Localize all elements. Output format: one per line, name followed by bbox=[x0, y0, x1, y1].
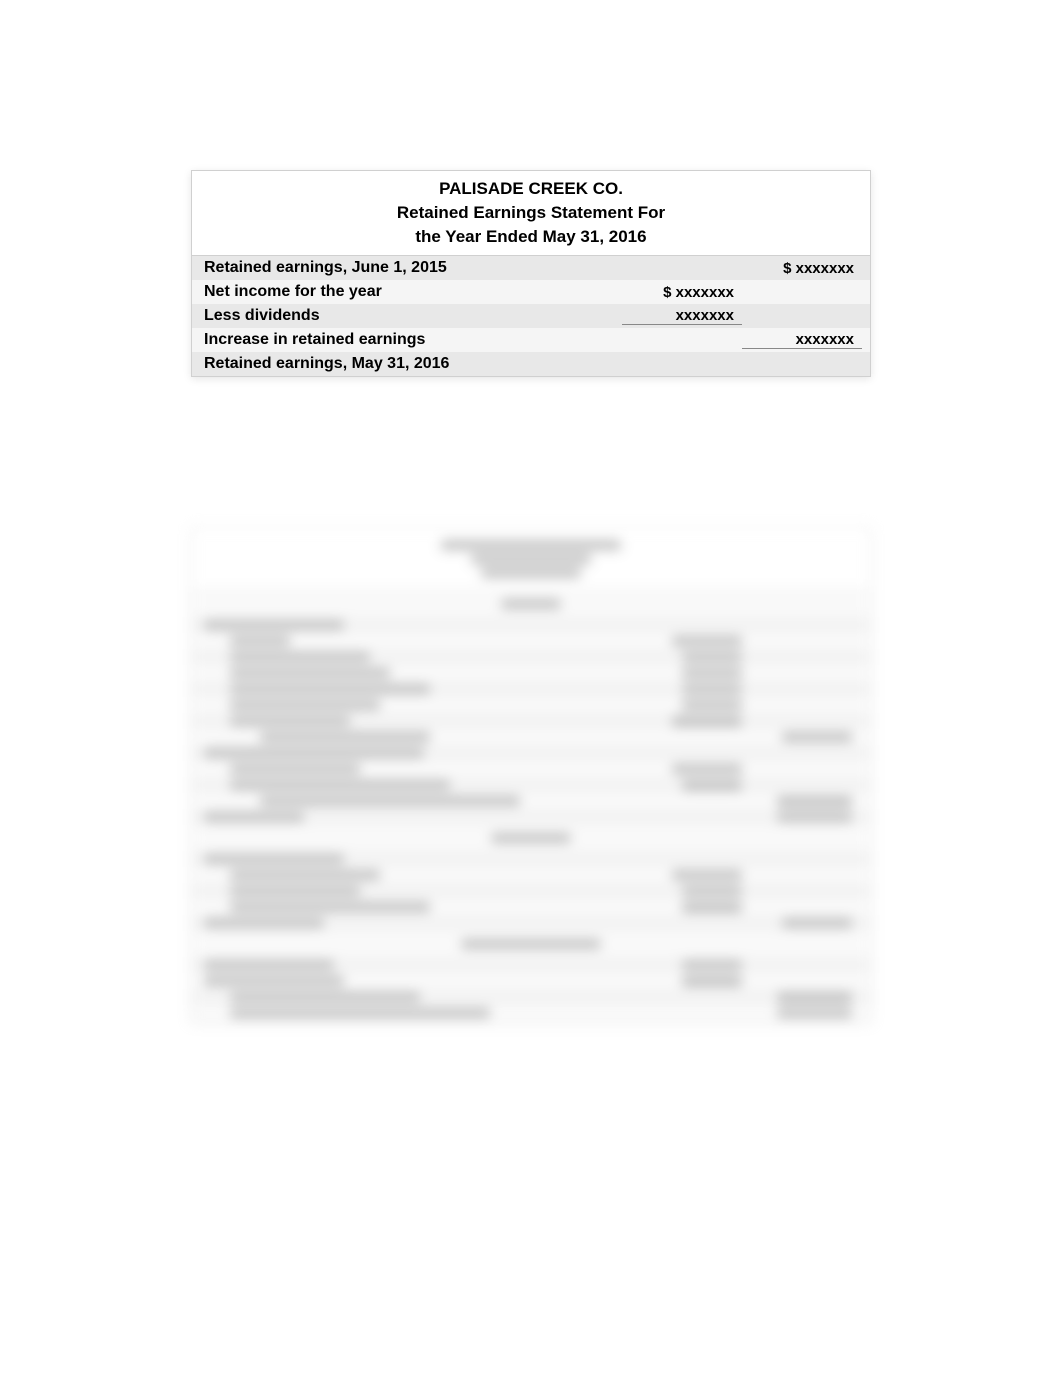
row-col1: xxxxxxx bbox=[622, 307, 742, 325]
table-row: Net income for the year $ xxxxxxx bbox=[192, 280, 870, 304]
row-label: Increase in retained earnings bbox=[200, 331, 622, 349]
statement-period: the Year Ended May 31, 2016 bbox=[192, 225, 870, 249]
statement-title: Retained Earnings Statement For bbox=[192, 201, 870, 225]
row-col2: xxxxxxx bbox=[742, 331, 862, 349]
table-row: Retained earnings, June 1, 2015 $ xxxxxx… bbox=[192, 256, 870, 280]
row-label: Net income for the year bbox=[200, 283, 622, 301]
row-label: Less dividends bbox=[200, 307, 622, 325]
table-row: Less dividends xxxxxxx bbox=[192, 304, 870, 328]
table-row: Increase in retained earnings xxxxxxx bbox=[192, 328, 870, 352]
row-col1: $ xxxxxxx bbox=[622, 284, 742, 301]
row-label: Retained earnings, June 1, 2015 bbox=[200, 259, 622, 277]
retained-earnings-statement: PALISADE CREEK CO. Retained Earnings Sta… bbox=[191, 170, 871, 377]
statement-header: PALISADE CREEK CO. Retained Earnings Sta… bbox=[192, 171, 870, 256]
row-label: Retained earnings, May 31, 2016 bbox=[200, 355, 622, 373]
table-row: Retained earnings, May 31, 2016 bbox=[192, 352, 870, 376]
blurred-balance-sheet bbox=[191, 527, 871, 1022]
company-name: PALISADE CREEK CO. bbox=[192, 177, 870, 201]
row-col2: $ xxxxxxx bbox=[742, 260, 862, 277]
